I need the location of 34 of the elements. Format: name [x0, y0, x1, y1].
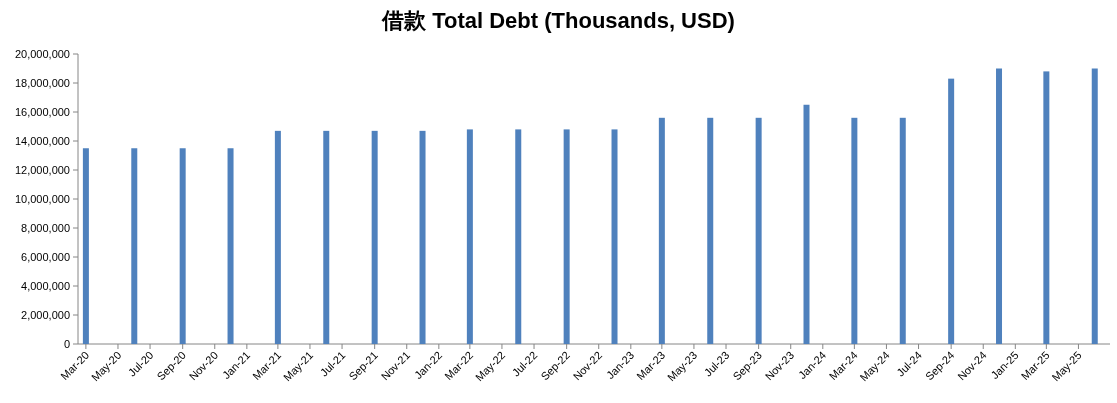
- chart-title: 借款 Total Debt (Thousands, USD): [381, 8, 735, 33]
- bar: [466, 129, 473, 344]
- bar: [948, 78, 955, 344]
- y-tick-label: 14,000,000: [14, 135, 70, 147]
- bar: [274, 130, 281, 344]
- y-tick-label: 12,000,000: [14, 164, 70, 176]
- bar: [755, 117, 762, 344]
- y-tick-label: 20,000,000: [14, 48, 70, 60]
- bar: [179, 148, 186, 344]
- bar: [563, 129, 570, 344]
- bar: [803, 104, 810, 344]
- y-tick-label: 2,000,000: [21, 309, 70, 321]
- bar: [658, 117, 665, 344]
- bar: [1043, 71, 1050, 344]
- bar: [851, 117, 858, 344]
- y-tick-label: 6,000,000: [21, 251, 70, 263]
- bar: [899, 117, 906, 344]
- y-tick-label: 16,000,000: [14, 106, 70, 118]
- bar: [611, 129, 618, 344]
- y-tick-label: 4,000,000: [21, 280, 70, 292]
- y-tick-label: 18,000,000: [14, 77, 70, 89]
- y-tick-label: 0: [63, 338, 70, 350]
- bar: [323, 130, 330, 344]
- bar: [707, 117, 714, 344]
- bar: [419, 130, 426, 344]
- bar: [1091, 68, 1098, 344]
- bar: [371, 130, 378, 344]
- bar: [515, 129, 522, 344]
- bar: [996, 68, 1003, 344]
- y-tick-label: 10,000,000: [14, 193, 70, 205]
- bar: [131, 148, 138, 344]
- bar: [82, 148, 89, 344]
- bar: [227, 148, 234, 344]
- y-tick-label: 8,000,000: [21, 222, 70, 234]
